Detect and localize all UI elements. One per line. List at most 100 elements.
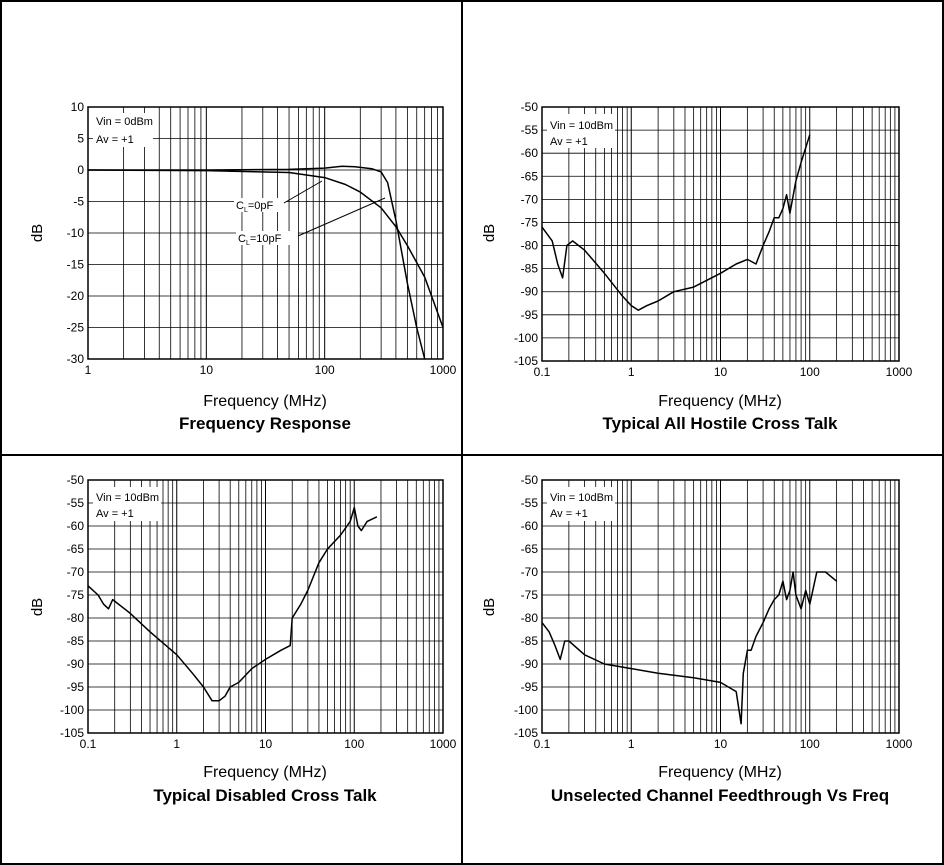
y-tick-label: -85: [521, 634, 539, 648]
panel3-annotation-av: Av = +1: [96, 508, 134, 520]
y-tick-label: -90: [67, 657, 85, 671]
y-tick-label: -55: [521, 123, 539, 137]
panel1-ylabel: dB: [29, 224, 46, 242]
panel4-yticks: -50 -55 -60 -65 -70 -75 -80 -85 -90 -95 -100 -105: [514, 473, 538, 740]
y-tick-label: -90: [521, 657, 539, 671]
y-tick-label: -50: [67, 473, 85, 487]
panel4-grid: [542, 480, 899, 733]
y-tick-label: -65: [521, 542, 539, 556]
y-tick-label: -80: [67, 611, 85, 625]
panel2-grid: [542, 107, 899, 361]
panel1-label-cl0-bg: [234, 198, 286, 212]
y-tick-label: -70: [521, 192, 539, 206]
x-tick-label: 1000: [430, 363, 457, 377]
y-tick-label: -75: [67, 588, 85, 602]
x-tick-label: 10: [200, 363, 214, 377]
x-tick-label: 1000: [430, 737, 457, 751]
y-tick-label: -50: [521, 473, 539, 487]
panel1-leader-cl0: [283, 180, 323, 204]
panel4-annotation-av: Av = +1: [550, 508, 588, 520]
y-tick-label: -65: [521, 169, 539, 183]
x-tick-label: 100: [315, 363, 335, 377]
x-tick-label: 1: [628, 365, 635, 379]
panel3-xticks: 0.1 1 10 100 1000: [80, 737, 457, 751]
panel2-plot-border: [541, 106, 900, 362]
x-tick-label: 10: [714, 737, 728, 751]
x-tick-label: 100: [800, 365, 820, 379]
y-tick-label: -30: [67, 352, 85, 366]
x-tick-label: 0.1: [80, 737, 97, 751]
panel4-annotation-vin: Vin = 10dBm: [550, 492, 613, 504]
y-tick-label: -20: [67, 289, 85, 303]
y-tick-label: -85: [521, 262, 539, 276]
panel1-curves: [87, 165, 444, 360]
x-tick-label: 1: [85, 363, 92, 377]
panel1-xlabel: Frequency (MHz): [203, 393, 327, 410]
y-tick-label: 5: [77, 132, 84, 146]
y-tick-label: -100: [514, 703, 538, 717]
series-line-1: [541, 571, 838, 725]
panel1-annotation-vin: Vin = 0dBm: [96, 116, 153, 128]
panel4-annotation-bg: [547, 487, 615, 521]
panel1-annotation-bg: [93, 113, 153, 147]
y-tick-label: -105: [60, 726, 84, 740]
y-tick-label: -95: [521, 308, 539, 322]
y-tick-label: -75: [521, 588, 539, 602]
y-tick-label: -65: [67, 542, 85, 556]
y-tick-label: -75: [521, 215, 539, 229]
series-line-1: [541, 134, 811, 311]
y-tick-label: -100: [60, 703, 84, 717]
y-tick-label: -105: [514, 726, 538, 740]
x-tick-label: 100: [800, 737, 820, 751]
y-tick-label: -5: [73, 195, 84, 209]
series-line-1: [87, 506, 378, 702]
x-tick-label: 0.1: [534, 737, 551, 751]
panel4-ylabel: dB: [481, 598, 498, 616]
panel2-annotation-bg: [547, 114, 615, 148]
panel-unselected: -50 -55 -60 -65 -70 -75 -80 -85 -90 -95 -100 -105 0…: [481, 473, 913, 805]
y-tick-label: -25: [67, 321, 85, 335]
x-tick-label: 0.1: [534, 365, 551, 379]
panel1-plot-border: [87, 106, 444, 360]
panel2-curves: [541, 134, 811, 311]
y-tick-label: -15: [67, 258, 85, 272]
y-tick-label: -70: [67, 565, 85, 579]
y-tick-label: -55: [67, 496, 85, 510]
curve-label-cl-0pf: CL=0pF: [236, 200, 274, 214]
y-tick-label: -80: [521, 239, 539, 253]
y-tick-label: -105: [514, 354, 538, 368]
y-tick-label: 10: [71, 100, 85, 114]
series-line-1: [87, 169, 444, 328]
panel1-title: Frequency Response: [179, 414, 351, 433]
panel1-yticks: 10 5 0 -5 -10 -15 -20 -25 -30: [67, 100, 85, 366]
y-tick-label: 0: [77, 163, 84, 177]
x-tick-label: 1: [628, 737, 635, 751]
panel2-xticks: 0.1 1 10 100 1000: [534, 365, 913, 379]
x-tick-label: 10: [259, 737, 273, 751]
x-tick-label: 1000: [886, 737, 913, 751]
panel2-annotation-av: Av = +1: [550, 136, 588, 148]
y-tick-label: -95: [67, 680, 85, 694]
panel4-curves: [541, 571, 838, 725]
x-tick-label: 10: [714, 365, 728, 379]
panel1-annotation-av: Av = +1: [96, 134, 134, 146]
panel-all-hostile: -50 -55 -60 -65 -70 -75 -80 -85 -90 -95 -100 -105 0…: [481, 100, 913, 433]
panel3-annotation-vin: Vin = 10dBm: [96, 492, 159, 504]
y-tick-label: -90: [521, 285, 539, 299]
y-tick-label: -80: [521, 611, 539, 625]
panel-frequency-response: 10 5 0 -5 -10 -15 -20 -25 -30 1 10 100 1000 Vin = 0…: [29, 100, 457, 433]
y-tick-label: -95: [521, 680, 539, 694]
panel4-title: Unselected Channel Feedthrough Vs Freq: [551, 786, 889, 805]
panel3-xlabel: Frequency (MHz): [203, 764, 327, 781]
y-tick-label: -70: [521, 565, 539, 579]
panel3-annotation-bg: [93, 487, 161, 521]
y-tick-label: -60: [67, 519, 85, 533]
panel2-yticks: -50 -55 -60 -65 -70 -75 -80 -85 -90 -95 -100 -105: [514, 100, 538, 368]
panel3-plot-border: [87, 479, 444, 734]
panel4-xlabel: Frequency (MHz): [658, 764, 782, 781]
y-tick-label: -50: [521, 100, 539, 114]
panel4-xticks: 0.1 1 10 100 1000: [534, 737, 913, 751]
panel2-annotation-vin: Vin = 10dBm: [550, 120, 613, 132]
